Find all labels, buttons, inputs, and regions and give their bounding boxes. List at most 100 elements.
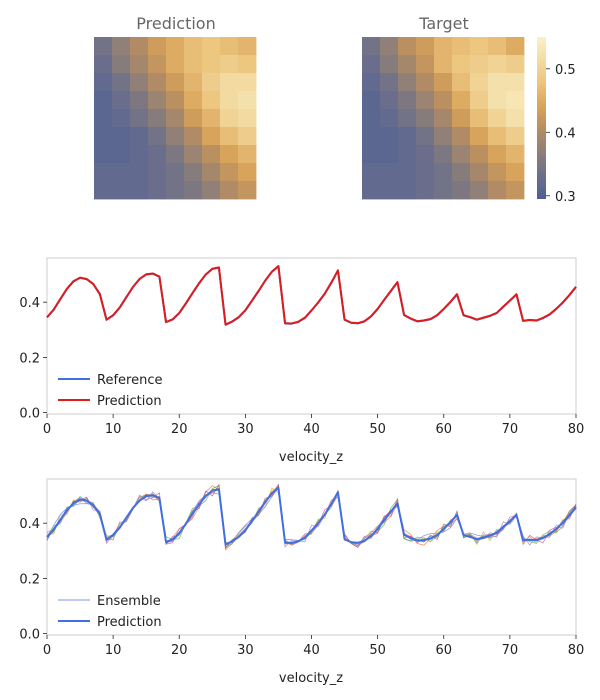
heatmap-cell <box>184 145 203 164</box>
heatmap-cell <box>184 109 203 128</box>
heatmap-cell <box>220 145 239 164</box>
heatmap-cell <box>202 91 221 110</box>
heatmap-cell <box>94 127 113 146</box>
heatmap-cell <box>148 73 167 92</box>
legend-label-reference: Reference <box>97 373 162 388</box>
heatmap-cell <box>362 73 381 92</box>
heatmap-cell <box>416 91 435 110</box>
heatmap-cell <box>452 109 471 128</box>
heatmap-cell <box>202 109 221 128</box>
heatmap-cell <box>488 163 507 182</box>
heatmap-cell <box>452 91 471 110</box>
heatmap-cell <box>166 145 185 164</box>
heatmap-cell <box>452 145 471 164</box>
heatmap-prediction-title: Prediction <box>136 14 215 33</box>
heatmap-cell <box>380 91 399 110</box>
heatmap-cell <box>202 181 221 200</box>
x-tick-label: 50 <box>369 643 386 658</box>
heatmap-cell <box>434 37 453 56</box>
heatmap-cell <box>238 181 257 200</box>
heatmap-cell <box>416 127 435 146</box>
heatmap-cell <box>380 55 399 74</box>
heatmap-cell <box>380 145 399 164</box>
heatmap-cell <box>380 181 399 200</box>
heatmap-cell <box>362 163 381 182</box>
heatmap-cell <box>380 37 399 56</box>
heatmap-cell <box>416 163 435 182</box>
heatmap-cell <box>398 145 417 164</box>
heatmap-cell <box>362 55 381 74</box>
heatmap-cell <box>488 55 507 74</box>
plot-frame <box>46 478 577 636</box>
heatmap-cell <box>238 55 257 74</box>
ensemble-member-line <box>46 486 577 545</box>
heatmap-cell <box>470 109 489 128</box>
heatmap-cell <box>434 73 453 92</box>
heatmap-cell <box>220 37 239 56</box>
heatmap-cell <box>238 163 257 182</box>
x-tick-label: 20 <box>171 643 188 658</box>
heatmap-cell <box>362 145 381 164</box>
x-axis-label: velocity_z <box>279 671 343 686</box>
heatmap-cell <box>220 163 239 182</box>
x-tick-label: 60 <box>435 643 452 658</box>
heatmap-cell <box>434 91 453 110</box>
heatmap-cell <box>148 55 167 74</box>
heatmap-cell <box>434 55 453 74</box>
heatmap-cell <box>434 109 453 128</box>
chart-axes: 0 10 20 30 40 50 60 70 80 0.0 0.2 0.4 <box>19 478 584 658</box>
x-tick-label: 60 <box>435 422 452 437</box>
heatmap-cell <box>362 91 381 110</box>
heatmap-target <box>362 37 525 200</box>
x-tick-label: 0 <box>43 422 51 437</box>
heatmap-cell <box>94 181 113 200</box>
x-tick-label: 40 <box>303 422 320 437</box>
x-tick-label: 30 <box>237 643 254 658</box>
heatmap-cell <box>506 163 525 182</box>
legend-label-ensemble: Ensemble <box>97 594 161 609</box>
heatmap-cell <box>94 73 113 92</box>
heatmap-cell <box>202 73 221 92</box>
heatmap-cell <box>506 127 525 146</box>
heatmap-cell <box>112 127 131 146</box>
heatmap-cell <box>362 37 381 56</box>
heatmap-cell <box>398 181 417 200</box>
heatmap-cell <box>380 109 399 128</box>
x-tick-label: 40 <box>303 643 320 658</box>
heatmap-cell <box>470 127 489 146</box>
legend-label-prediction: Prediction <box>97 394 162 409</box>
heatmap-cell <box>434 127 453 146</box>
heatmap-cell <box>112 181 131 200</box>
heatmap-cell <box>184 73 203 92</box>
x-tick-label: 10 <box>105 643 122 658</box>
heatmap-cell <box>166 55 185 74</box>
heatmap-cell <box>112 145 131 164</box>
heatmap-cell <box>130 145 149 164</box>
heatmap-cell <box>362 109 381 128</box>
heatmap-cell <box>238 145 257 164</box>
heatmap-cell <box>130 37 149 56</box>
heatmap-cell <box>184 163 203 182</box>
heatmap-cell <box>202 55 221 74</box>
heatmap-cell <box>488 91 507 110</box>
heatmap-cell <box>238 91 257 110</box>
heatmap-cell <box>488 145 507 164</box>
heatmap-cell <box>148 127 167 146</box>
x-tick-label: 10 <box>105 422 122 437</box>
heatmap-cell <box>94 91 113 110</box>
heatmap-cell <box>416 109 435 128</box>
chart-legend: Reference Prediction <box>58 373 162 409</box>
heatmap-cell <box>380 73 399 92</box>
series-line-prediction <box>46 265 577 326</box>
heatmap-cell <box>112 91 131 110</box>
heatmap-cell <box>434 181 453 200</box>
heatmap-cell <box>470 145 489 164</box>
heatmap-cell <box>112 73 131 92</box>
chart-lines <box>46 483 577 551</box>
heatmap-cell <box>130 109 149 128</box>
y-tick-label: 0.4 <box>19 296 40 311</box>
heatmap-cell <box>398 55 417 74</box>
heatmap-cell <box>202 163 221 182</box>
heatmap-cell <box>166 73 185 92</box>
